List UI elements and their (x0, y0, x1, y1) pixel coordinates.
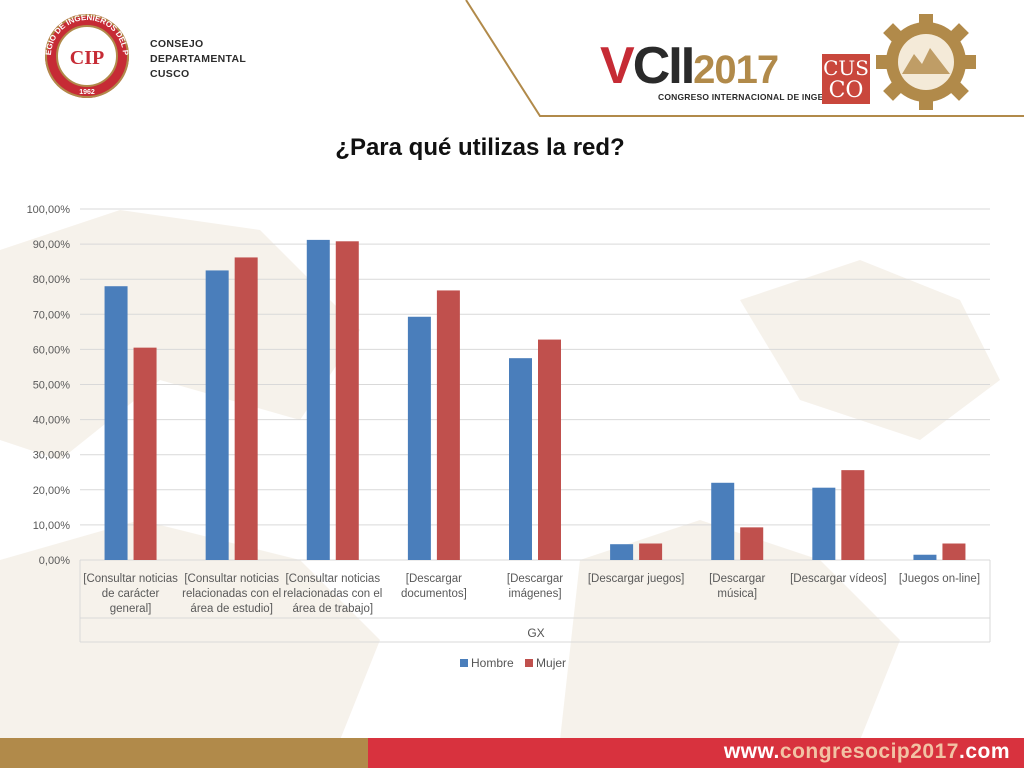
bar-hombre-0 (104, 286, 128, 560)
council-line-1: CONSEJO (150, 38, 204, 50)
x-category-label: [Descargar juegos] (588, 573, 685, 585)
bar-mujer-8 (942, 543, 966, 560)
y-tick-label: 60,00% (33, 344, 71, 356)
gear-icon (876, 14, 976, 110)
url-suffix: .com (958, 740, 1010, 763)
congress-year: 2017 (693, 48, 779, 92)
congress-website-link[interactable]: www.congresocip2017.com (724, 740, 1010, 764)
header-divider-line (465, 0, 1024, 117)
seal-initials: CIP (70, 47, 104, 69)
y-axis-ticks: 0,00% 10,00% 20,00% 30,00% 40,00% 50,00% 60,00… (27, 204, 71, 567)
council-name: CONSEJO DEPARTAMENTAL CUSCO (150, 37, 246, 82)
congress-cii: CII (632, 37, 695, 95)
bar-hombre-7 (812, 487, 836, 560)
chart-gridlines (79, 208, 991, 643)
bar-mujer-6 (740, 527, 764, 560)
congress-v: V (600, 37, 635, 95)
y-tick-label: 50,00% (33, 380, 71, 392)
chart-bars (104, 239, 966, 561)
council-line-2: DEPARTAMENTAL (150, 53, 247, 65)
url-middle: congresocip2017 (779, 740, 959, 763)
x-category-label: [Consultar noticias relacionadas con el ár… (283, 573, 382, 615)
bar-hombre-4 (509, 358, 532, 560)
legend-label-hombre: Hombre (471, 656, 514, 670)
y-tick-label: 40,00% (33, 415, 71, 427)
bar-hombre-8 (913, 554, 937, 560)
y-tick-label: 30,00% (33, 450, 71, 462)
footer-gold-band (0, 738, 368, 768)
cusco-top: CUS (823, 56, 869, 80)
cusco-badge: CUS CO (822, 54, 870, 104)
header: COLEGIO DE INGENIEROS DEL PERU 1962 CIP … (0, 0, 1024, 120)
bar-mujer-7 (841, 470, 865, 560)
x-category-label: [Descargar música] (709, 573, 765, 600)
y-tick-label: 80,00% (33, 274, 71, 286)
y-tick-label: 20,00% (33, 485, 71, 497)
x-axis-categories: [Consultar noticias de carácter general][C… (83, 573, 980, 615)
y-tick-label: 0,00% (39, 555, 70, 567)
x-category-label: [Descargar documentos] (401, 573, 467, 600)
bar-hombre-2 (306, 239, 330, 560)
legend-item-mujer: Mujer (525, 656, 566, 670)
legend-swatch-hombre (460, 659, 468, 667)
page-title: ¿Para qué utilizas la red? (335, 134, 625, 161)
bar-mujer-1 (234, 257, 258, 560)
y-tick-label: 70,00% (33, 309, 71, 321)
x-category-label: [Descargar vídeos] (790, 573, 887, 585)
bar-hombre-3 (407, 316, 431, 560)
chart-legend: Hombre Mujer (460, 656, 574, 670)
y-tick-label: 10,00% (33, 520, 71, 532)
x-category-label: [Descargar imágenes] (507, 573, 563, 600)
council-line-3: CUSCO (150, 68, 190, 80)
bar-hombre-6 (711, 482, 735, 560)
congress-subtitle: CONGRESO INTERNACIONAL DE INGENIERÍA (658, 92, 854, 102)
bar-mujer-0 (133, 347, 157, 560)
y-tick-label: 100,00% (27, 204, 71, 216)
x-category-label: [Juegos on-line] (899, 573, 980, 585)
x-axis-label: GX (527, 626, 544, 640)
url-prefix: www. (723, 740, 780, 763)
bar-mujer-5 (639, 543, 663, 560)
y-tick-label: 90,00% (33, 239, 71, 251)
bar-hombre-1 (205, 270, 229, 560)
footer-red-band: www.congresocip2017.com (368, 738, 1024, 768)
x-category-label: [Consultar noticias relacionadas con el ár… (182, 573, 281, 615)
cip-seal-logo: COLEGIO DE INGENIEROS DEL PERU 1962 CIP (34, 12, 130, 98)
bar-mujer-4 (538, 339, 561, 560)
legend-swatch-mujer (525, 659, 534, 667)
bar-mujer-3 (436, 290, 460, 560)
x-category-label: [Consultar noticias de carácter general] (83, 573, 178, 615)
bar-mujer-2 (335, 241, 359, 561)
legend-label-mujer: Mujer (536, 656, 567, 670)
congress-logo: VCII2017 CONGRESO INTERNACIONAL DE INGEN… (600, 37, 853, 102)
cusco-bottom: CO (828, 78, 864, 103)
legend-item-hombre: Hombre (460, 656, 514, 670)
bar-hombre-5 (610, 544, 634, 560)
seal-year: 1962 (79, 89, 95, 96)
